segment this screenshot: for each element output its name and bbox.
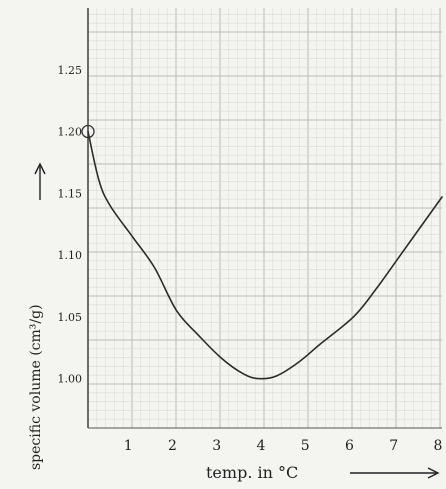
y-tick-label: 1.00 xyxy=(58,373,83,386)
x-tick-label: 1 xyxy=(124,438,133,454)
y-tick-label: 1.10 xyxy=(58,249,83,262)
y-tick-label: 1.25 xyxy=(58,64,83,77)
series xyxy=(81,124,443,380)
specific-volume-curve xyxy=(87,130,443,380)
x-tick-label: 3 xyxy=(212,438,221,454)
x-axis-label: temp. in °C xyxy=(206,463,298,482)
tick-labels: 1 2 3 4 5 6 7 8 1.00 1.05 1.10 1.15 1.20 1.25 xyxy=(58,64,443,454)
y-axis-label: specific volume (cm³/g) xyxy=(28,304,44,470)
x-axis-arrow-head xyxy=(427,467,440,479)
y-tick-label: 1.20 xyxy=(58,126,83,139)
x-tick-label: 2 xyxy=(168,438,177,454)
y-tick-label: 1.15 xyxy=(58,187,83,200)
grid xyxy=(87,8,442,429)
y-tick-label: 1.05 xyxy=(58,311,83,324)
axes xyxy=(87,8,442,429)
x-tick-label: 7 xyxy=(389,438,398,454)
x-tick-label: 8 xyxy=(434,438,443,454)
x-tick-label: 5 xyxy=(301,438,310,454)
y-axis-arrow-head xyxy=(34,162,46,175)
x-tick-label: 6 xyxy=(345,438,354,454)
axis-labels: temp. in °C specific volume (cm³/g) xyxy=(28,162,440,482)
x-tick-label: 4 xyxy=(257,438,266,454)
highlight-circle xyxy=(81,124,95,139)
